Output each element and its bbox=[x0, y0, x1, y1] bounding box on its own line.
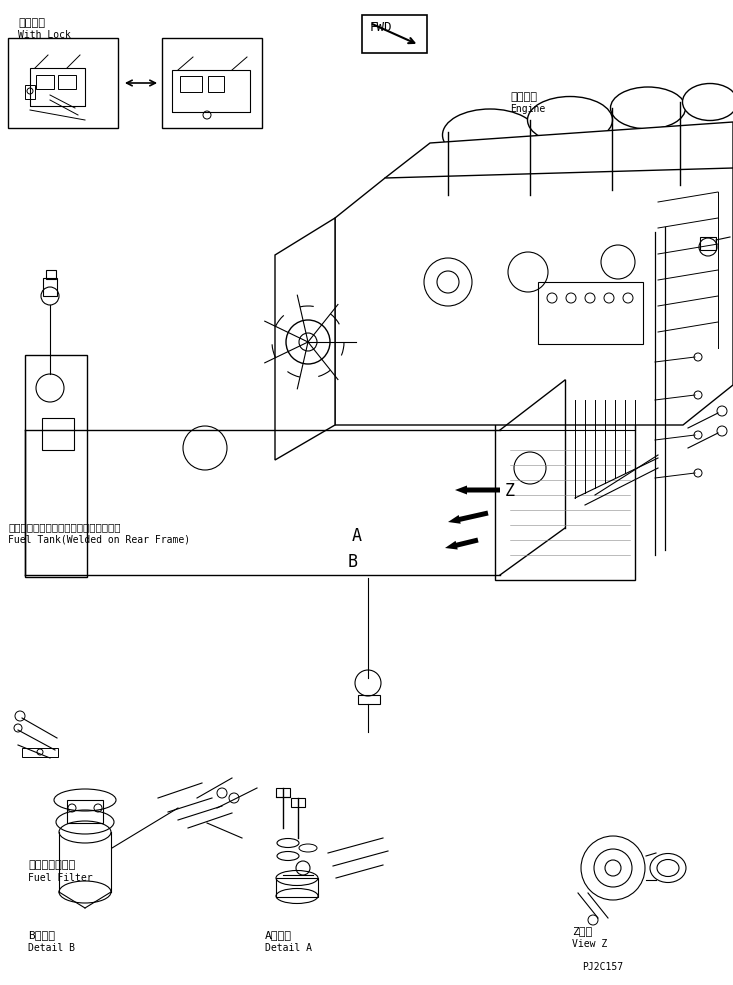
Polygon shape bbox=[335, 168, 733, 425]
Text: With Lock: With Lock bbox=[18, 30, 71, 40]
Bar bbox=[25, 355, 87, 577]
Bar bbox=[362, 15, 427, 53]
Bar bbox=[358, 695, 380, 704]
Text: FWD: FWD bbox=[370, 21, 392, 34]
Text: A　詳細: A 詳細 bbox=[265, 930, 292, 940]
Bar bbox=[291, 798, 305, 807]
Bar bbox=[46, 270, 56, 279]
Bar bbox=[180, 76, 202, 92]
Bar bbox=[43, 278, 57, 296]
Polygon shape bbox=[385, 122, 733, 218]
FancyArrow shape bbox=[445, 538, 479, 550]
Text: PJ2C157: PJ2C157 bbox=[582, 962, 623, 972]
Ellipse shape bbox=[611, 87, 685, 129]
Bar bbox=[30, 68, 85, 106]
Ellipse shape bbox=[528, 97, 613, 144]
Text: Z　視: Z 視 bbox=[572, 926, 592, 936]
Bar bbox=[67, 800, 103, 823]
Text: フェルフィルタ: フェルフィルタ bbox=[28, 860, 75, 870]
FancyArrow shape bbox=[455, 486, 500, 494]
Text: A: A bbox=[352, 527, 362, 545]
Text: Engine: Engine bbox=[510, 104, 545, 114]
Bar bbox=[8, 38, 118, 128]
FancyArrow shape bbox=[448, 510, 489, 524]
Ellipse shape bbox=[682, 84, 733, 120]
Text: B: B bbox=[348, 553, 358, 571]
Bar bbox=[58, 75, 76, 89]
Bar bbox=[276, 788, 290, 797]
Text: Z: Z bbox=[505, 482, 515, 500]
Text: Fuel Filter: Fuel Filter bbox=[28, 873, 92, 883]
Text: B　詳細: B 詳細 bbox=[28, 930, 55, 940]
Text: ロック付: ロック付 bbox=[18, 18, 45, 28]
Bar bbox=[208, 76, 224, 92]
Text: Detail A: Detail A bbox=[265, 943, 312, 953]
Text: Detail B: Detail B bbox=[28, 943, 75, 953]
Text: エンジン: エンジン bbox=[510, 92, 537, 102]
Ellipse shape bbox=[443, 109, 537, 161]
Bar bbox=[22, 748, 58, 757]
Bar bbox=[172, 70, 250, 112]
Bar bbox=[25, 85, 35, 99]
Bar bbox=[162, 38, 262, 128]
Polygon shape bbox=[275, 218, 335, 460]
Bar bbox=[700, 237, 716, 250]
Text: View Z: View Z bbox=[572, 939, 607, 949]
Bar bbox=[36, 75, 54, 89]
Text: フェルタンク（リヤーフレームに溶接）: フェルタンク（リヤーフレームに溶接） bbox=[8, 522, 120, 532]
Bar bbox=[42, 418, 74, 450]
Text: Fuel Tank(Welded on Rear Frame): Fuel Tank(Welded on Rear Frame) bbox=[8, 535, 190, 545]
Bar bbox=[276, 878, 318, 897]
Bar bbox=[538, 282, 643, 344]
Bar bbox=[495, 390, 635, 580]
